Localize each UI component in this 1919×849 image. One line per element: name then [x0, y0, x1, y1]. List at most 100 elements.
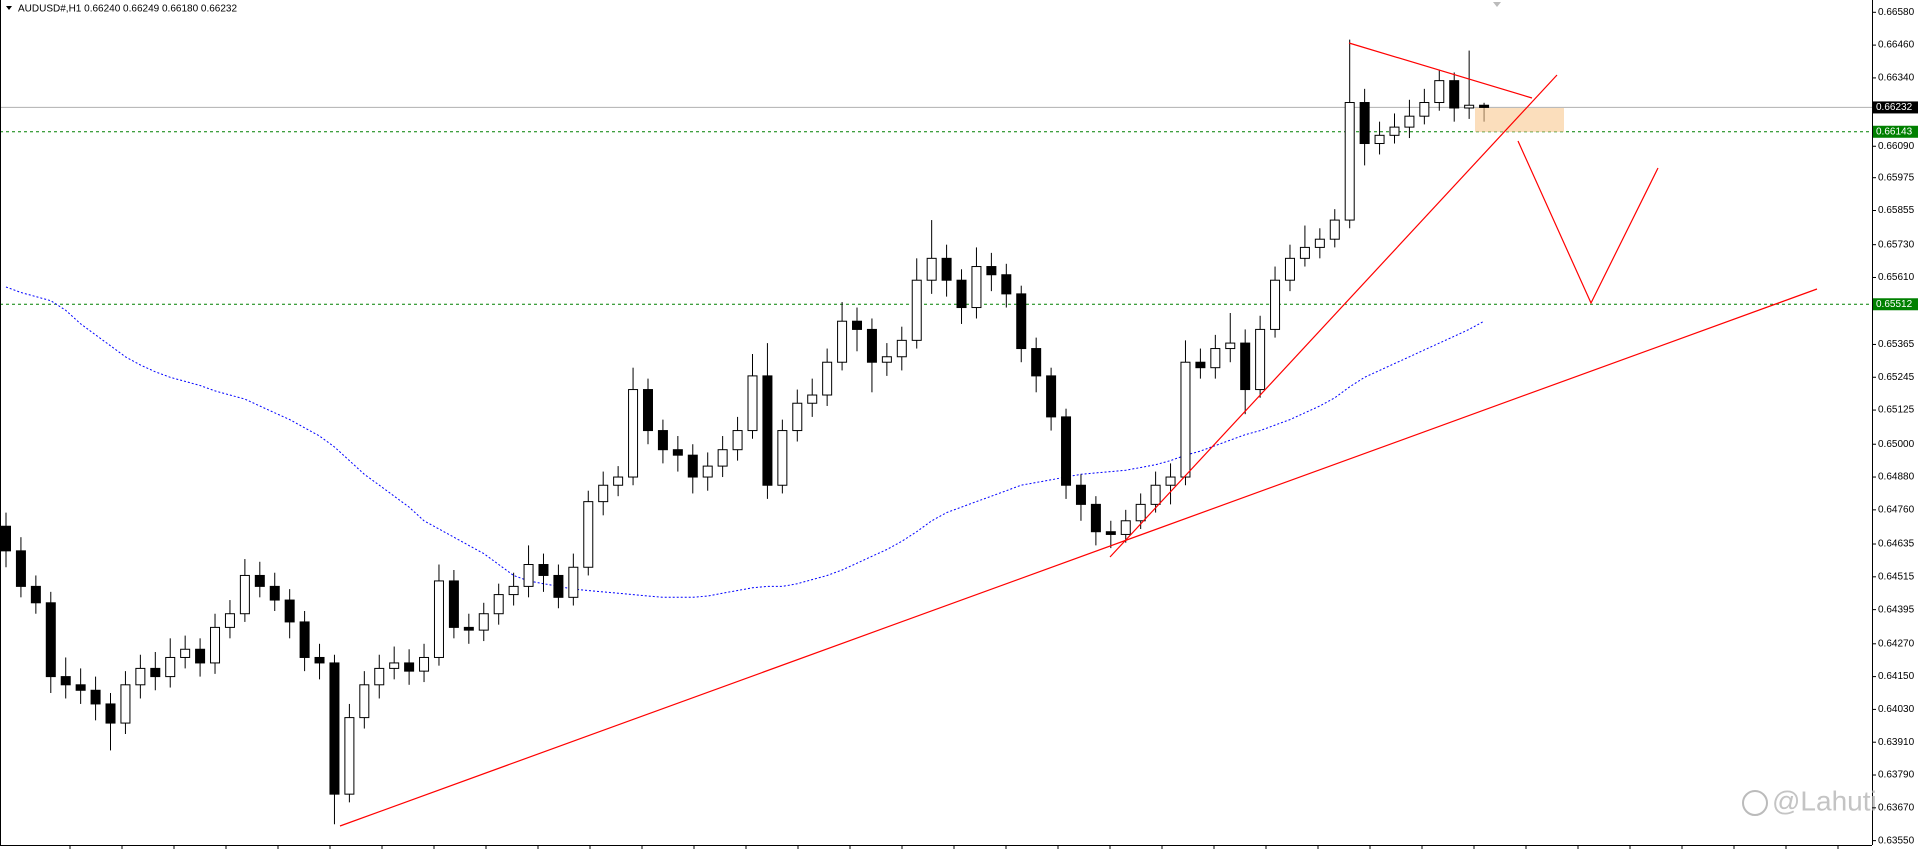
y-tick-label: 0.65610	[1878, 272, 1915, 283]
candle-body	[1374, 134, 1385, 145]
y-tick-label: 0.65365	[1878, 339, 1915, 350]
candle-body	[45, 602, 56, 678]
candle-body	[583, 501, 594, 568]
chart-title: AUDUSD#,H1 0.66240 0.66249 0.66180 0.662…	[18, 4, 237, 15]
candle-body	[613, 476, 624, 486]
candle-body	[1299, 246, 1310, 259]
candle-body	[239, 574, 250, 615]
candle-body	[493, 594, 504, 615]
candle-body	[165, 656, 176, 678]
candle-body	[881, 356, 892, 363]
candle-body	[299, 621, 310, 658]
candle-body	[866, 328, 877, 363]
y-tick-label: 0.64515	[1878, 571, 1915, 582]
candle-body	[568, 566, 579, 598]
y-tick-label: 0.66340	[1878, 73, 1915, 84]
candle-body	[1240, 342, 1251, 391]
candle-body	[105, 703, 116, 724]
price-level-box	[1873, 101, 1918, 114]
candle-body	[1389, 126, 1400, 136]
y-tick-label: 0.65125	[1878, 405, 1915, 416]
y-tick-label: 0.63790	[1878, 770, 1915, 781]
candle-body	[135, 667, 146, 686]
candle-body	[224, 613, 235, 628]
watermark: @Lahuti	[1742, 785, 1877, 816]
y-tick-label: 0.64395	[1878, 604, 1915, 615]
trend-line	[1348, 42, 1533, 99]
candle-body	[762, 375, 773, 486]
y-tick-label: 0.64030	[1878, 704, 1915, 715]
candle-body	[1135, 503, 1146, 522]
candle-body	[329, 662, 340, 795]
candle-body	[1195, 361, 1206, 369]
candle-body	[1344, 102, 1355, 221]
candle-body	[1329, 219, 1340, 240]
candle-body	[180, 648, 191, 658]
y-tick-label: 0.65975	[1878, 172, 1915, 183]
watermark-icon	[1742, 790, 1768, 816]
candle-body	[777, 430, 788, 486]
candle-body	[1434, 80, 1445, 104]
projection-path	[1517, 140, 1659, 305]
candle-body	[1270, 279, 1281, 330]
candle-body	[433, 580, 444, 658]
candle-body	[837, 320, 848, 363]
candle-body	[448, 580, 459, 628]
y-tick-label: 0.65000	[1878, 439, 1915, 450]
candle-body	[478, 613, 489, 631]
y-tick-label: 0.65245	[1878, 372, 1915, 383]
candle-body	[926, 257, 937, 281]
y-tick-label: 0.66460	[1878, 40, 1915, 51]
candle-body	[419, 656, 430, 672]
candle-body	[702, 465, 713, 478]
candle-body	[1090, 503, 1101, 533]
candle-body	[1479, 104, 1490, 108]
candle-body	[1464, 104, 1475, 109]
candle-body	[1150, 484, 1161, 505]
y-tick-label: 0.63910	[1878, 737, 1915, 748]
candle-body	[389, 662, 400, 669]
candle-body	[911, 279, 922, 341]
candle-body	[1105, 531, 1116, 535]
candle-body	[628, 389, 639, 478]
zone-box	[1475, 108, 1564, 132]
candle-body	[1419, 102, 1430, 117]
y-tick-label: 0.66580	[1878, 7, 1915, 18]
candle-body	[687, 454, 698, 478]
y-tick-label: 0.64880	[1878, 472, 1915, 483]
candle-body	[1046, 375, 1057, 418]
candle-body	[1359, 102, 1370, 145]
candle-body	[269, 585, 280, 601]
candle-body	[463, 626, 474, 631]
price-level-label: 0.66232	[1876, 102, 1913, 113]
candle-body	[254, 574, 265, 587]
candle-body	[314, 656, 325, 664]
drawings	[339, 42, 1818, 827]
candle-body	[1075, 484, 1086, 505]
y-tick-label: 0.66090	[1878, 141, 1915, 152]
watermark-text: @Lahuti	[1772, 785, 1877, 816]
candle-body	[1120, 520, 1131, 535]
candle-body	[150, 667, 161, 678]
candle-body	[1210, 348, 1221, 369]
plot-area	[0, 39, 1872, 825]
candle-body	[344, 717, 355, 795]
candle-body	[210, 626, 221, 664]
candle-body	[1165, 476, 1176, 486]
candle-body	[956, 279, 967, 309]
symbol-menu-icon[interactable]	[6, 6, 12, 10]
y-tick-label: 0.64150	[1878, 671, 1915, 682]
candle-body	[747, 375, 758, 432]
price-level-label: 0.66143	[1876, 126, 1913, 137]
candle-body	[90, 689, 101, 705]
candle-body	[1016, 293, 1027, 350]
moving-average	[5, 286, 1485, 598]
candle-body	[1001, 274, 1012, 295]
candle-body	[732, 430, 743, 451]
candle-body	[60, 676, 71, 686]
price-level-label: 0.65512	[1876, 299, 1913, 310]
candle-body	[1255, 328, 1266, 391]
